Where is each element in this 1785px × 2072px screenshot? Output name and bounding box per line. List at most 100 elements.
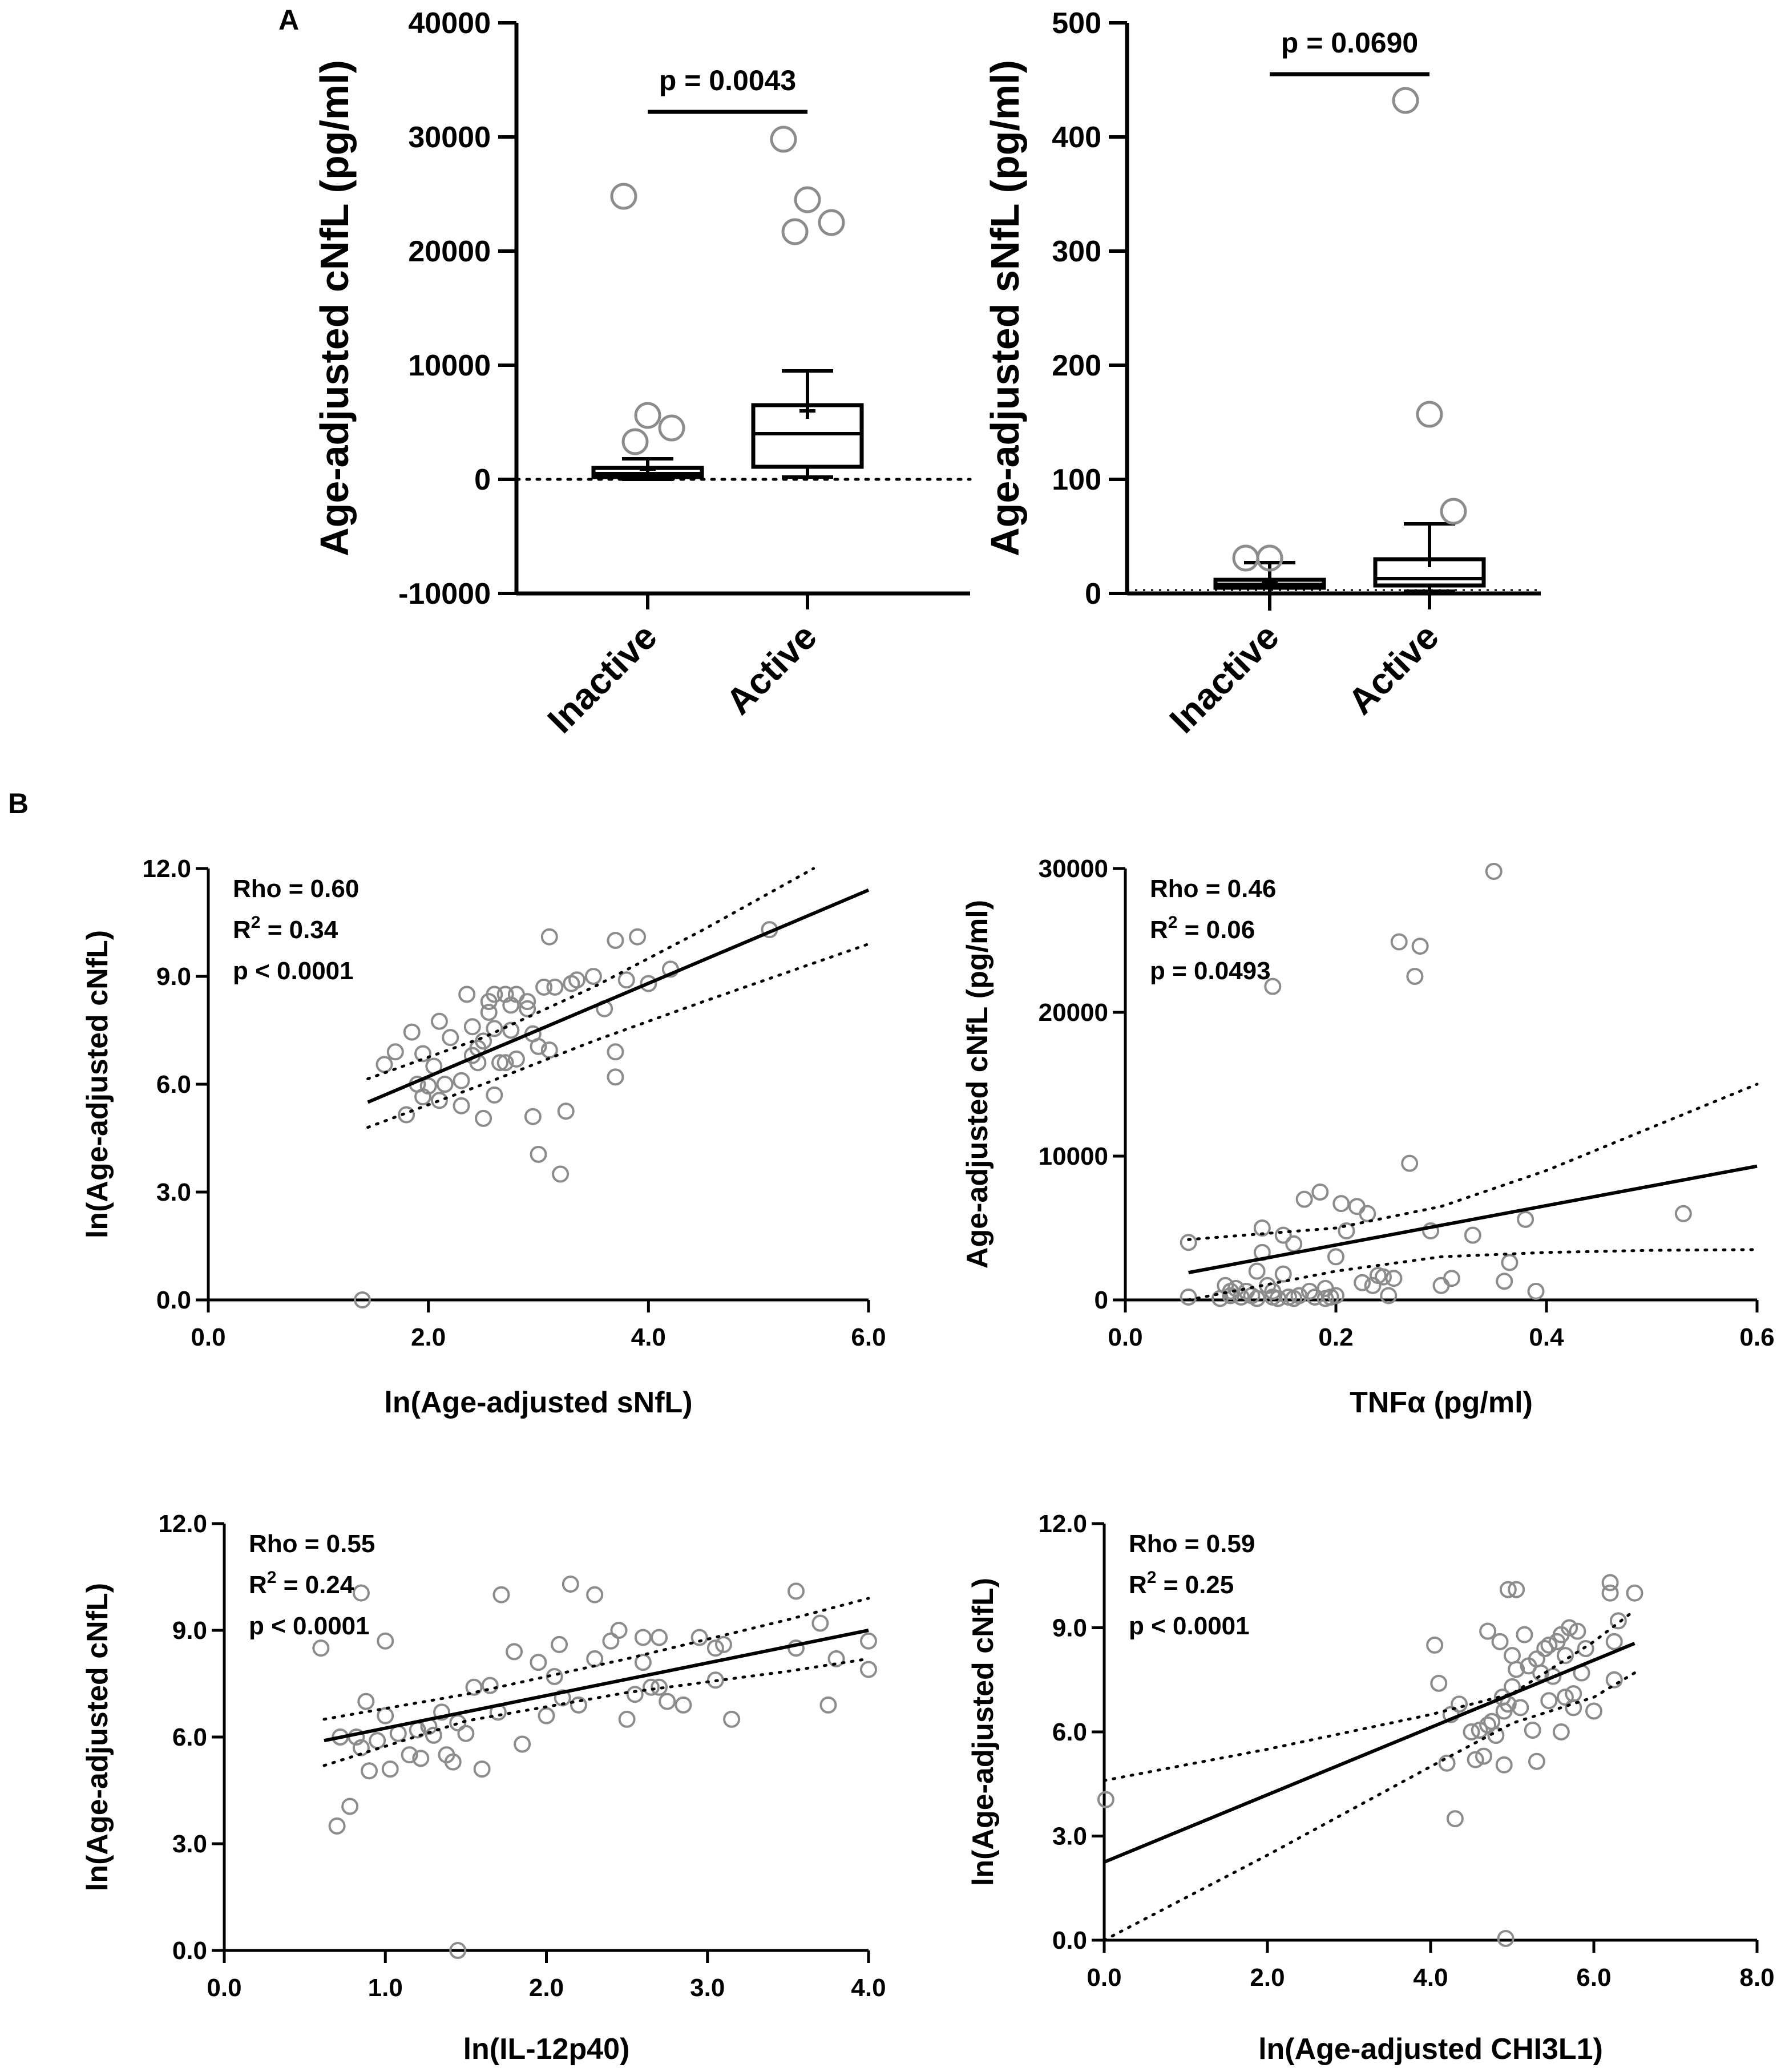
outlier-point: [794, 186, 821, 213]
data-point: [492, 1586, 510, 1604]
regression-line: [324, 1629, 869, 1743]
data-point: [626, 1686, 644, 1703]
data-point: [1274, 1265, 1292, 1283]
x-tick-label: 3.0: [690, 1974, 725, 2002]
data-point: [607, 932, 624, 949]
data-point: [1497, 1929, 1515, 1947]
data-point: [651, 1629, 668, 1646]
data-point: [811, 1614, 829, 1632]
data-point: [1406, 968, 1424, 985]
outlier-point: [770, 126, 797, 153]
y-tick-label: 20000: [1039, 999, 1108, 1027]
data-point: [486, 1020, 503, 1037]
data-point: [723, 1710, 741, 1728]
data-point: [442, 1029, 459, 1047]
data-point: [436, 1076, 454, 1093]
data-point: [1463, 1723, 1480, 1740]
x-tick-label: 6.0: [851, 1323, 886, 1351]
data-point: [659, 1693, 676, 1710]
x-tick-label: 1.0: [368, 1974, 403, 2002]
x-tick-label: 0.0: [1087, 1964, 1121, 1992]
data-point: [1422, 1222, 1440, 1240]
data-point: [1605, 1671, 1623, 1689]
regression-line: [1188, 1164, 1758, 1275]
confidence-band-lower: [366, 942, 870, 1129]
data-point: [860, 1661, 877, 1678]
data-point: [584, 968, 602, 985]
data-point: [634, 1654, 652, 1671]
data-point: [506, 1643, 523, 1661]
data-point: [480, 1004, 498, 1021]
data-point: [1327, 1248, 1344, 1266]
data-point: [860, 1632, 877, 1650]
data-point: [1601, 1574, 1619, 1592]
regression-line: [1103, 1642, 1635, 1864]
data-point: [1097, 1791, 1114, 1808]
y-tick-label: 500: [1052, 7, 1101, 40]
data-point: [1411, 938, 1429, 955]
data-point: [714, 1635, 732, 1653]
y-tick-label: 3.0: [1052, 1823, 1087, 1851]
x-tick-label: 4.0: [631, 1323, 666, 1351]
data-point: [1430, 1674, 1448, 1692]
y-tick-label: 200: [1052, 349, 1101, 382]
r-squared-label: R2 = 0.34: [233, 913, 338, 944]
x-axis-label: ln(Age-adjusted sNfL): [384, 1386, 692, 1419]
data-point: [328, 1817, 346, 1835]
outlier-point: [634, 402, 661, 429]
data-point: [535, 978, 553, 996]
y-axis-label: Age-adjusted cNfL (pg/ml): [312, 60, 357, 556]
y-tick-label: 6.0: [156, 1071, 191, 1098]
y-tick-label: 9.0: [156, 963, 191, 991]
y-axis-label: ln(Age-adjusted cNfL): [967, 1578, 1000, 1886]
outlier-point: [1440, 498, 1467, 525]
x-tick-label: 0.0: [207, 1974, 241, 2002]
data-point: [1605, 1633, 1623, 1650]
x-tick-label: 2.0: [529, 1974, 564, 2002]
y-axis-label: Age-adjusted cNfL (pg/ml): [961, 900, 994, 1269]
confidence-band-lower: [322, 1657, 870, 1767]
x-axis-label: ln(Age-adjusted CHI3L1): [1258, 2033, 1603, 2066]
data-point: [706, 1639, 724, 1657]
outlier-point: [818, 209, 845, 236]
data-point: [1556, 1689, 1574, 1706]
y-axis-label: ln(Age-adjusted cNfL): [81, 1583, 114, 1891]
data-point: [496, 1054, 514, 1072]
data-point: [618, 1710, 636, 1728]
x-tick-label: 2.0: [411, 1323, 446, 1351]
data-point: [1508, 1661, 1525, 1678]
x-axis-label: ln(IL-12p40): [463, 2033, 630, 2066]
data-point: [1508, 1581, 1525, 1598]
data-point: [1253, 1219, 1271, 1237]
data-point: [1528, 1752, 1545, 1770]
rho-label: Rho = 0.59: [1129, 1530, 1255, 1558]
y-tick-label: 20000: [408, 235, 491, 268]
data-point: [491, 1054, 509, 1072]
data-point: [634, 1629, 652, 1646]
x-tick-label: 0.6: [1739, 1323, 1774, 1351]
data-point: [1479, 1716, 1497, 1734]
data-point: [352, 1584, 370, 1602]
panel-label-a: A: [278, 4, 299, 36]
y-axis-label: Age-adjusted sNfL (pg/ml): [983, 60, 1027, 556]
data-point: [1311, 1184, 1329, 1201]
panel-label-b: B: [8, 787, 29, 819]
data-point: [1501, 1254, 1519, 1271]
data-point: [1499, 1581, 1517, 1598]
data-point: [787, 1582, 805, 1600]
outlier-point: [658, 414, 685, 442]
p-value-label: p < 0.0001: [249, 1612, 370, 1640]
data-point: [449, 1942, 467, 1959]
rho-label: Rho = 0.46: [1150, 875, 1276, 903]
data-point: [1443, 1270, 1460, 1287]
x-tick-label: 4.0: [1413, 1964, 1448, 1992]
data-point: [570, 1696, 587, 1714]
data-point: [1524, 1721, 1541, 1739]
x-tick-label: 0.4: [1529, 1323, 1564, 1351]
data-point: [1512, 1699, 1529, 1716]
data-point: [629, 928, 647, 946]
data-point: [1485, 863, 1503, 881]
data-point: [1527, 1282, 1545, 1300]
data-point: [486, 1086, 503, 1104]
